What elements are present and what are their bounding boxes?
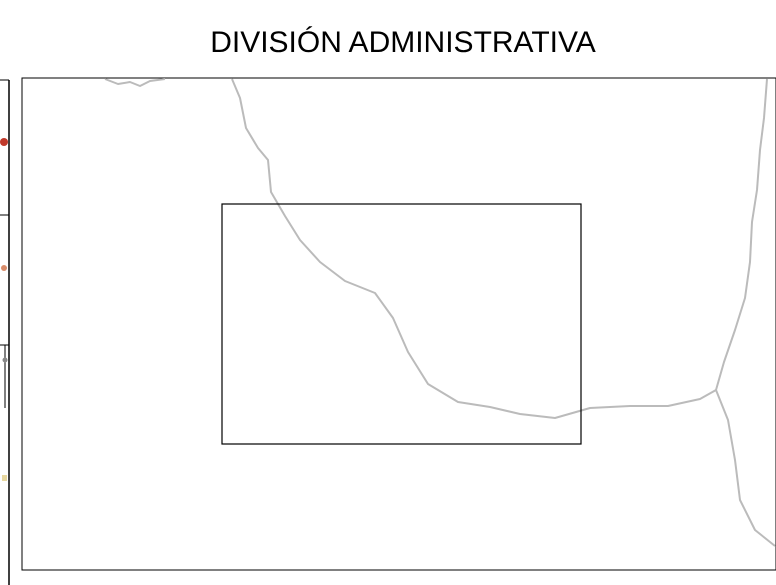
map-title: DIVISIÓN ADMINISTRATIVA <box>210 26 596 59</box>
boundaries <box>104 78 776 547</box>
legend-symbol <box>0 138 8 146</box>
legend-symbol <box>1 265 7 271</box>
legend-symbol <box>2 475 7 481</box>
legend-symbol <box>2 357 8 363</box>
boundary-line <box>715 389 776 547</box>
boundary-line <box>104 78 166 87</box>
study-area <box>221 203 582 445</box>
left-sheet-edge <box>0 79 10 585</box>
boundary-line <box>715 78 768 391</box>
boundary-line <box>231 78 717 419</box>
map-frame <box>21 77 776 571</box>
